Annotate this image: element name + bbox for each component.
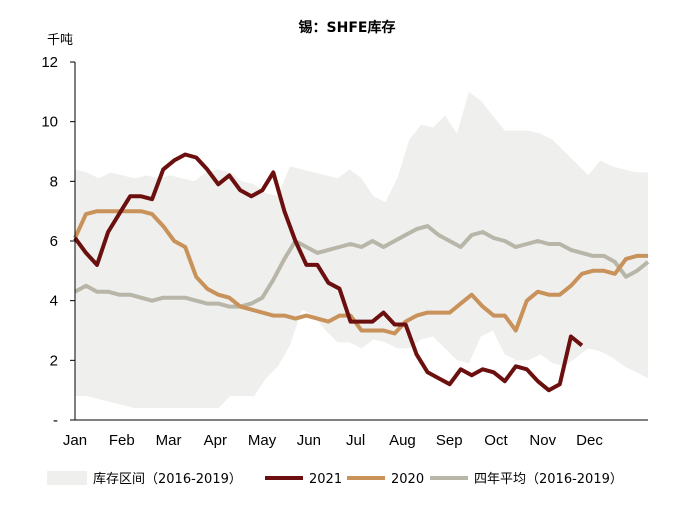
legend-item-avg: 四年平均（2016-2019） — [430, 472, 623, 487]
y-tick-labels: - 2 4 6 8 10 12 — [41, 54, 75, 429]
legend-swatch-range — [47, 471, 87, 485]
x-tick-label: Apr — [204, 432, 227, 449]
legend-item-range: 库存区间（2016-2019） — [47, 471, 242, 487]
range-band-layer — [75, 91, 648, 409]
x-tick-label: Jan — [63, 432, 87, 449]
chart-title: 锡：SHFE库存 — [299, 19, 396, 36]
y-tick-label: 2 — [50, 352, 58, 369]
y-tick-label: 10 — [41, 114, 58, 131]
x-tick-labels: Jan Feb Mar Apr May Jun Jul Aug Sep Oct Nov Dec — [63, 432, 603, 449]
series-line-2020 — [73, 209, 648, 336]
y-tick-label: 4 — [50, 293, 58, 310]
x-tick-label: Aug — [389, 432, 416, 449]
y-tick-label: 6 — [50, 233, 58, 250]
y-tick-label: 8 — [50, 173, 58, 190]
x-tick-label: Nov — [529, 432, 556, 449]
x-tick-label: Mar — [156, 432, 182, 449]
legend-label-2021: 2021 — [309, 472, 342, 487]
x-tick-label: Jul — [346, 432, 365, 449]
x-tick-label: May — [248, 432, 277, 449]
y-tick-label: - — [53, 412, 58, 429]
x-tick-label: Dec — [576, 432, 603, 449]
x-tick-label: Jun — [297, 432, 321, 449]
series-layer — [73, 152, 650, 393]
x-tick-label: Oct — [484, 432, 508, 449]
legend-item-2021: 2021 — [265, 472, 342, 487]
legend-label-avg: 四年平均（2016-2019） — [474, 472, 623, 487]
series-line-avg — [74, 224, 650, 309]
plot-area: - 2 4 6 8 10 12 Jan Feb Mar Apr May Jun Jul Aug Sep Oct… — [41, 54, 650, 449]
legend-item-2020: 2020 — [347, 472, 424, 487]
legend-label-2020: 2020 — [391, 472, 424, 487]
y-axis-unit-label: 千吨 — [47, 33, 73, 48]
series-line-2021 — [73, 152, 584, 393]
legend: 库存区间（2016-2019） 2021 2020 四年平均（2016-2019… — [47, 471, 623, 487]
legend-label-range: 库存区间（2016-2019） — [93, 471, 242, 487]
y-tick-label: 12 — [41, 54, 58, 71]
x-tick-label: Feb — [109, 432, 135, 449]
x-tick-label: Sep — [436, 432, 463, 449]
range-band-area — [75, 91, 648, 409]
